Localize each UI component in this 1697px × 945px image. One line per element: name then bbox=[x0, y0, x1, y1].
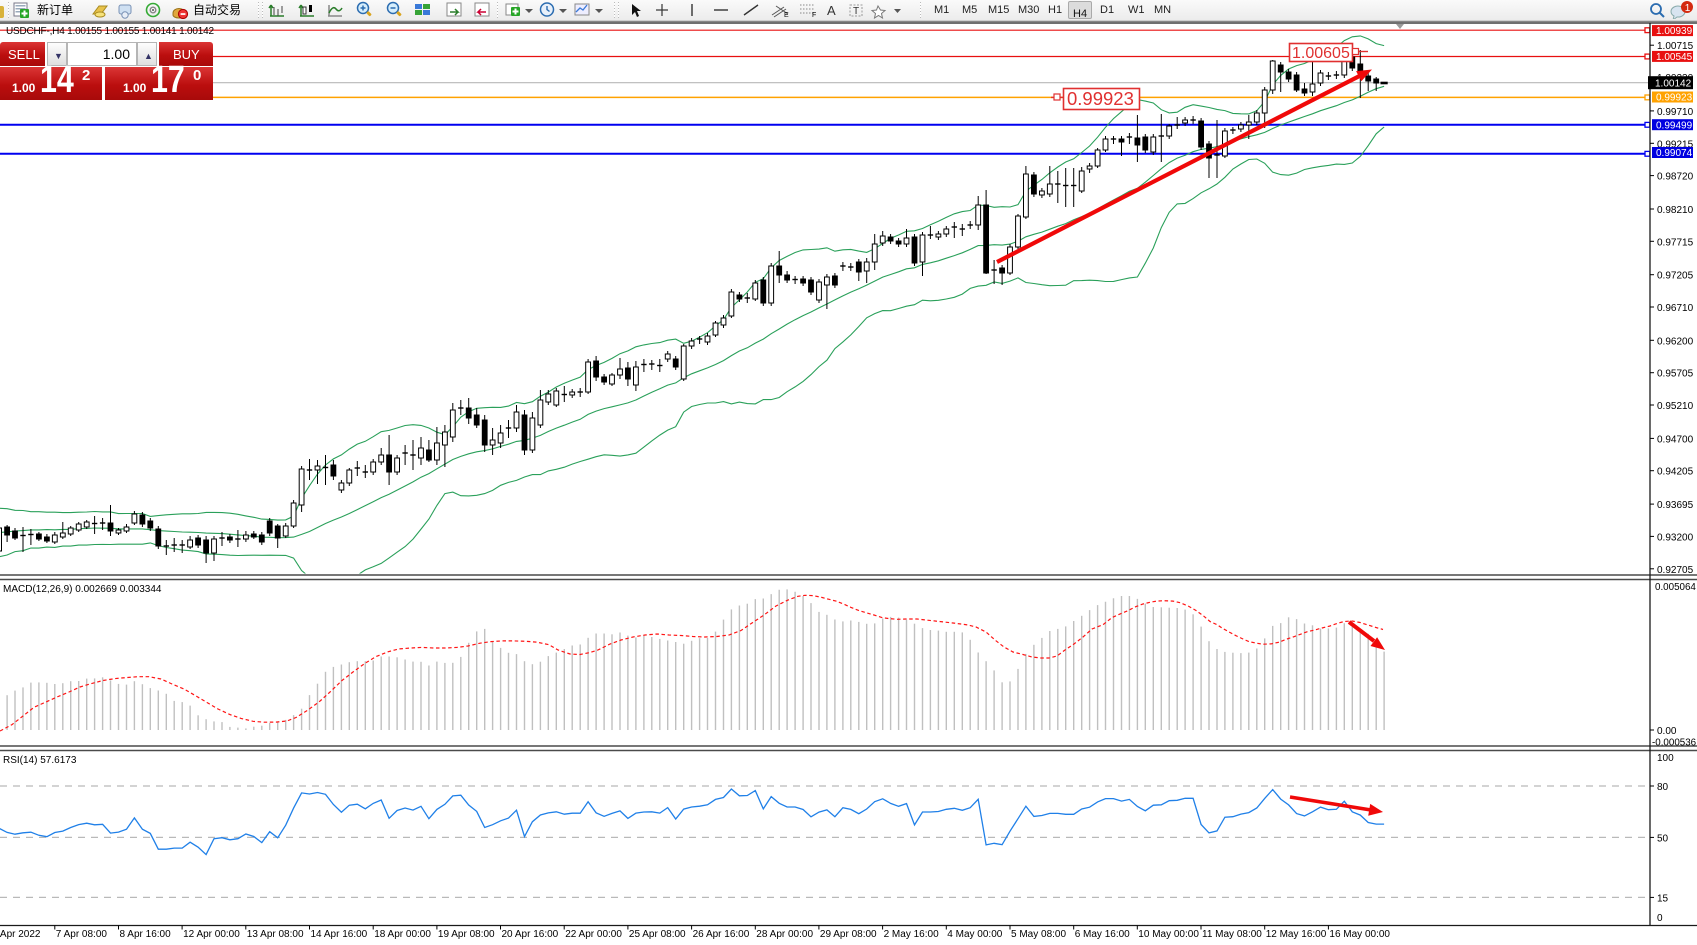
svg-text:0.94700: 0.94700 bbox=[1657, 434, 1694, 445]
svg-text:20 Apr 16:00: 20 Apr 16:00 bbox=[502, 929, 559, 940]
svg-text:0.99074: 0.99074 bbox=[1656, 148, 1693, 159]
svg-text:E: E bbox=[784, 12, 789, 19]
svg-text:15: 15 bbox=[1657, 893, 1669, 904]
svg-text:8 Apr 16:00: 8 Apr 16:00 bbox=[120, 929, 172, 940]
svg-text:0.95705: 0.95705 bbox=[1657, 369, 1694, 380]
svg-text:12 May 16:00: 12 May 16:00 bbox=[1266, 929, 1327, 940]
svg-text:11 May 08:00: 11 May 08:00 bbox=[1202, 929, 1262, 940]
svg-text:0.96200: 0.96200 bbox=[1657, 336, 1694, 347]
svg-text:26 Apr 16:00: 26 Apr 16:00 bbox=[693, 929, 750, 940]
svg-text:14 Apr 16:00: 14 Apr 16:00 bbox=[311, 929, 368, 940]
svg-text:1.00142: 1.00142 bbox=[1655, 78, 1692, 89]
svg-text:50: 50 bbox=[1657, 833, 1669, 844]
svg-text:100: 100 bbox=[1657, 753, 1674, 764]
svg-text:1.00715: 1.00715 bbox=[1657, 41, 1694, 52]
svg-text:1.00545: 1.00545 bbox=[1656, 52, 1693, 63]
svg-text:19 Apr 08:00: 19 Apr 08:00 bbox=[438, 929, 495, 940]
svg-text:USDCHF-,H4 1.00155 1.00155 1.: USDCHF-,H4 1.00155 1.00155 1.00141 1.001… bbox=[6, 26, 214, 37]
svg-text:0.99923: 0.99923 bbox=[1067, 88, 1134, 109]
svg-text:0.93695: 0.93695 bbox=[1657, 500, 1694, 511]
svg-text:1.00605: 1.00605 bbox=[1292, 45, 1350, 62]
svg-text:6 May 16:00: 6 May 16:00 bbox=[1075, 929, 1130, 940]
svg-text:0.96710: 0.96710 bbox=[1657, 303, 1694, 314]
svg-text:0.94205: 0.94205 bbox=[1657, 467, 1694, 478]
svg-text:MACD(12,26,9) 0.002669 0.00334: MACD(12,26,9) 0.002669 0.003344 bbox=[3, 584, 162, 595]
svg-text:28 Apr 00:00: 28 Apr 00:00 bbox=[756, 929, 813, 940]
svg-text:4 May 00:00: 4 May 00:00 bbox=[947, 929, 1002, 940]
svg-text:新订单: 新订单 bbox=[37, 2, 73, 17]
svg-text:0.005064: 0.005064 bbox=[1655, 582, 1696, 593]
svg-text:1: 1 bbox=[1685, 3, 1691, 14]
svg-text:5 May 08:00: 5 May 08:00 bbox=[1011, 929, 1066, 940]
svg-text:0.00: 0.00 bbox=[1657, 726, 1677, 737]
svg-text:F: F bbox=[812, 12, 816, 19]
svg-text:0: 0 bbox=[1657, 913, 1663, 924]
svg-text:22 Apr 00:00: 22 Apr 00:00 bbox=[565, 929, 622, 940]
svg-text:10 May 00:00: 10 May 00:00 bbox=[1138, 929, 1199, 940]
svg-text:0.99215: 0.99215 bbox=[1657, 139, 1694, 150]
svg-text:0.97205: 0.97205 bbox=[1657, 271, 1694, 282]
svg-text:12 Apr 00:00: 12 Apr 00:00 bbox=[183, 929, 240, 940]
svg-text:13 Apr 08:00: 13 Apr 08:00 bbox=[247, 929, 304, 940]
svg-text:2 May 16:00: 2 May 16:00 bbox=[884, 929, 939, 940]
svg-text:7 Apr 08:00: 7 Apr 08:00 bbox=[56, 929, 108, 940]
svg-text:0.95210: 0.95210 bbox=[1657, 401, 1694, 412]
svg-text:-0.000536: -0.000536 bbox=[1652, 738, 1697, 749]
svg-text:0.93200: 0.93200 bbox=[1657, 532, 1694, 543]
svg-text:16 May 00:00: 16 May 00:00 bbox=[1329, 929, 1390, 940]
svg-text:6 Apr 2022: 6 Apr 2022 bbox=[0, 929, 41, 940]
svg-text:0.92705: 0.92705 bbox=[1657, 565, 1694, 576]
svg-text:80: 80 bbox=[1657, 782, 1669, 793]
svg-text:0.99923: 0.99923 bbox=[1656, 93, 1693, 104]
svg-text:A: A bbox=[827, 3, 836, 18]
svg-text:0.98720: 0.98720 bbox=[1657, 172, 1694, 183]
svg-text:自动交易: 自动交易 bbox=[193, 2, 241, 17]
svg-text:25 Apr 08:00: 25 Apr 08:00 bbox=[629, 929, 686, 940]
svg-text:29 Apr 08:00: 29 Apr 08:00 bbox=[820, 929, 877, 940]
svg-text:0.99710: 0.99710 bbox=[1657, 107, 1694, 118]
svg-text:0.97715: 0.97715 bbox=[1657, 237, 1694, 248]
svg-text:RSI(14) 57.6173: RSI(14) 57.6173 bbox=[3, 755, 77, 766]
svg-text:0.98210: 0.98210 bbox=[1657, 205, 1694, 216]
svg-text:18 Apr 00:00: 18 Apr 00:00 bbox=[374, 929, 431, 940]
svg-text:0.99499: 0.99499 bbox=[1656, 120, 1693, 131]
svg-text:T: T bbox=[853, 6, 859, 17]
svg-text:1.00939: 1.00939 bbox=[1656, 26, 1693, 37]
